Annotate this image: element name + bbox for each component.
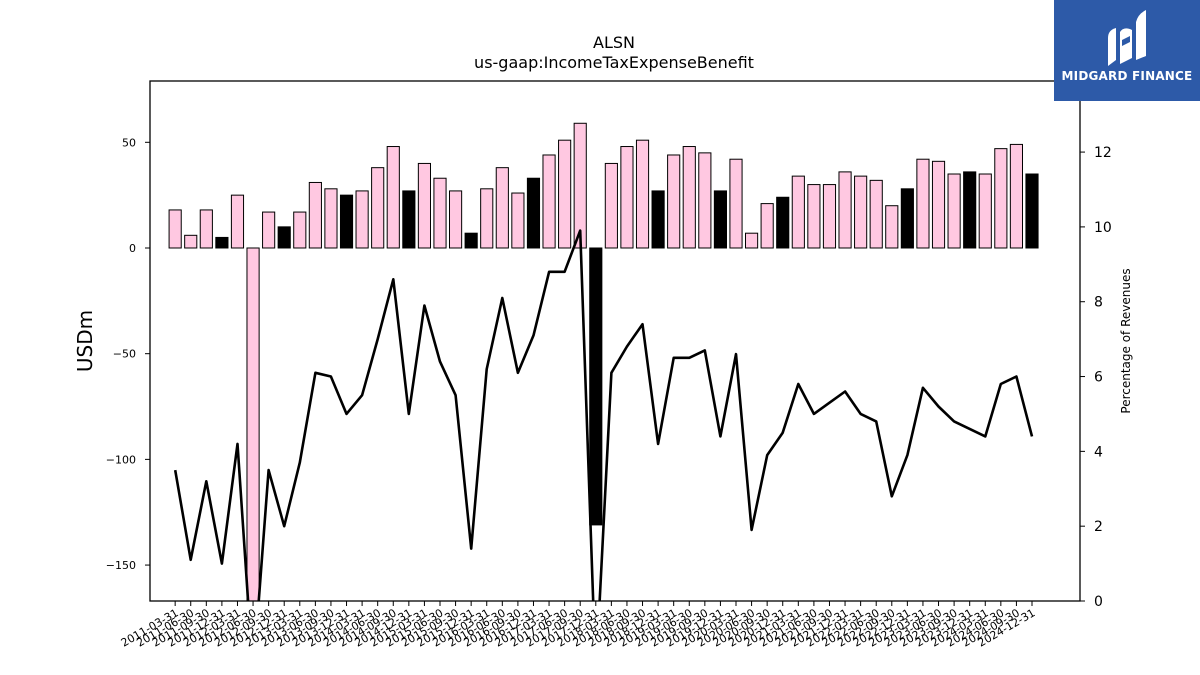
bar xyxy=(604,162,618,249)
y-axis-label: USDm xyxy=(73,310,97,372)
bar xyxy=(682,146,696,249)
line-series xyxy=(173,229,1034,601)
y2-tick-label: 8 xyxy=(1094,295,1103,311)
bar xyxy=(931,160,946,249)
bar xyxy=(184,234,198,249)
bar xyxy=(480,188,494,249)
bar xyxy=(542,154,556,249)
bar xyxy=(495,167,509,249)
y2-axis: 0 2 4 6 8 10 12 xyxy=(1080,145,1112,610)
bar xyxy=(791,175,805,249)
y-tick-label: −150 xyxy=(106,559,136,572)
y-tick-label: 50 xyxy=(122,136,136,149)
bar xyxy=(573,122,587,249)
bar xyxy=(760,203,774,249)
bar xyxy=(526,177,541,249)
y2-tick-label: 2 xyxy=(1094,519,1103,535)
bar xyxy=(713,190,727,249)
bar xyxy=(293,211,307,249)
midgard-logo-icon xyxy=(1108,10,1146,66)
bar xyxy=(900,188,914,249)
brand-name: MIDGARD FINANCE xyxy=(1061,69,1193,83)
bar xyxy=(885,205,899,249)
bar xyxy=(417,162,431,249)
bar xyxy=(994,148,1008,249)
bar xyxy=(916,158,930,249)
bar xyxy=(199,209,213,249)
bar xyxy=(854,175,868,249)
line-path xyxy=(173,229,1034,601)
bar xyxy=(511,192,525,249)
bar xyxy=(635,139,650,249)
bar xyxy=(1009,143,1023,249)
bar xyxy=(651,190,665,249)
bar xyxy=(822,184,837,249)
bar xyxy=(729,158,743,249)
bar xyxy=(371,167,385,249)
y-tick-label: −50 xyxy=(113,348,136,361)
y2-tick-label: 6 xyxy=(1094,370,1103,386)
bar xyxy=(355,190,369,249)
y-tick-label: 0 xyxy=(129,242,136,255)
bar xyxy=(1025,173,1039,249)
chart-subtitle: us-gaap:IncomeTaxExpenseBenefit xyxy=(474,53,754,72)
bar xyxy=(620,146,634,249)
bar xyxy=(869,179,883,249)
bar xyxy=(308,181,322,249)
y2-tick-label: 4 xyxy=(1094,444,1103,460)
bar xyxy=(978,173,992,249)
bar xyxy=(277,226,291,249)
bar xyxy=(589,247,603,526)
bar xyxy=(667,154,681,249)
y2-tick-label: 10 xyxy=(1094,220,1112,236)
bar xyxy=(230,194,245,249)
bar xyxy=(963,171,977,249)
bar xyxy=(168,209,182,249)
bar xyxy=(339,194,354,249)
bar xyxy=(558,139,572,249)
bar xyxy=(838,171,852,249)
plot-frame xyxy=(149,80,1081,602)
bar xyxy=(698,152,712,249)
y2-axis-label: Percentage of Revenues xyxy=(1119,268,1133,413)
y-axis: −150 −100 −50 0 50 xyxy=(106,136,150,572)
bar-series xyxy=(168,122,1039,601)
bar xyxy=(745,232,759,249)
x-axis: 2011-03-312011-06-302011-09-302011-12-31… xyxy=(119,601,1038,650)
bar xyxy=(324,188,338,249)
bar xyxy=(386,146,400,249)
bar xyxy=(807,184,821,249)
bar xyxy=(433,177,447,249)
y2-tick-label: 0 xyxy=(1094,594,1103,610)
y2-tick-label: 12 xyxy=(1094,145,1112,161)
brand-logo: MIDGARD FINANCE xyxy=(1054,0,1200,101)
y-tick-label: −100 xyxy=(106,453,136,466)
bar xyxy=(246,247,260,601)
chart-title: ALSN xyxy=(593,33,635,52)
bar xyxy=(449,190,463,249)
bar xyxy=(215,236,229,249)
bar xyxy=(402,190,416,249)
bar xyxy=(464,232,478,249)
bar xyxy=(776,196,790,249)
bar xyxy=(262,211,276,249)
bar xyxy=(947,173,961,249)
